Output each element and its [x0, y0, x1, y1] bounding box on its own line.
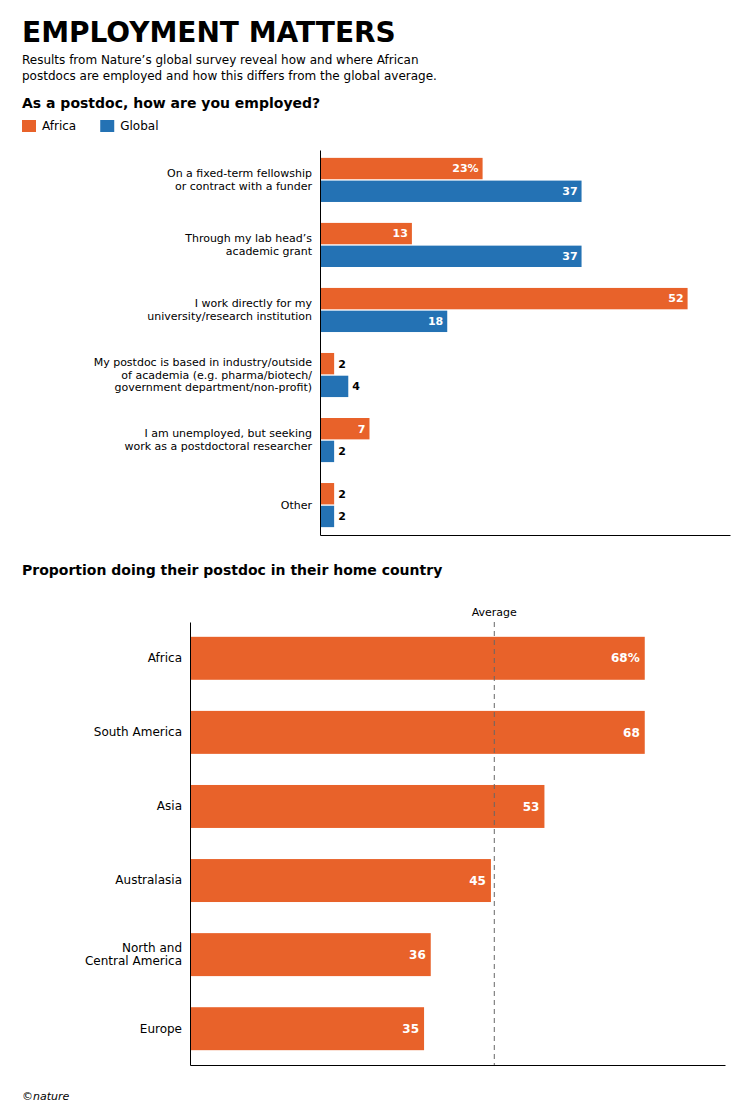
- tick: I am unemployed, but seekingwork as a po…: [124, 427, 312, 453]
- bars: [320, 158, 688, 527]
- bar: [190, 711, 645, 754]
- data-label: 2: [338, 358, 346, 371]
- chart-title: Proportion doing their postdoc in their …: [22, 562, 442, 578]
- tick: Africa: [148, 651, 182, 665]
- chart-title: As a postdoc, how are you employed?: [22, 95, 320, 111]
- tick: North andCentral America: [85, 941, 182, 969]
- data-label: 68: [623, 726, 640, 740]
- tick-label: I work directly for myuniversity/researc…: [147, 297, 312, 323]
- bar: [320, 353, 334, 374]
- data-label: 4: [352, 380, 360, 393]
- annotation: Average: [472, 606, 517, 619]
- bar: [320, 376, 348, 397]
- title: EMPLOYMENT MATTERS: [22, 16, 396, 49]
- footer: ©nature: [22, 1090, 70, 1103]
- chart-page: EMPLOYMENT MATTERS Results from Nature’s …: [0, 0, 751, 1117]
- tick-label: Through my lab head’sacademic grant: [184, 232, 312, 258]
- data-label: 36: [409, 948, 426, 962]
- tick-label: Africa: [148, 651, 182, 665]
- bar: [320, 506, 334, 527]
- bar: [190, 637, 645, 680]
- bar: [320, 311, 447, 332]
- axis-line: [190, 623, 191, 1066]
- tick: My postdoc is based in industry/outsideo…: [94, 356, 313, 394]
- legend-item: Global: [100, 119, 158, 133]
- data-labels: 23%1352272373718422: [338, 162, 683, 523]
- tick-label: I am unemployed, but seekingwork as a po…: [124, 427, 312, 453]
- legend-swatch: [100, 120, 114, 132]
- y-axis: Africa South America Asia Australasia North …: [85, 623, 191, 1066]
- tick-label: South America: [94, 725, 182, 739]
- data-label: 37: [562, 250, 577, 263]
- tick-label: North andCentral America: [85, 941, 182, 969]
- bar: [320, 288, 688, 309]
- tick: South America: [94, 725, 182, 739]
- subtitle: Results from Nature’s global survey reve…: [22, 53, 437, 83]
- tick: Asia: [157, 799, 182, 813]
- x-axis: [321, 535, 731, 536]
- data-labels: 68% 68 53 45 36 35 Average: [402, 606, 639, 1036]
- tick: I work directly for myuniversity/researc…: [147, 297, 312, 323]
- bar: [320, 441, 334, 462]
- bar: [320, 246, 582, 267]
- axis-line: [321, 535, 731, 536]
- data-label: 7: [358, 423, 366, 436]
- legend: Africa Global: [22, 119, 159, 133]
- bar: [190, 785, 544, 828]
- tick-label: Europe: [140, 1022, 182, 1036]
- y-axis: On a fixed-term fellowshipor contract wi…: [94, 151, 321, 536]
- tick: Through my lab head’sacademic grant: [184, 232, 312, 258]
- tick: Australasia: [115, 873, 182, 887]
- bar: [190, 933, 431, 976]
- bar: [190, 1007, 424, 1050]
- data-label: 45: [469, 874, 486, 888]
- data-label: 37: [562, 185, 577, 198]
- data-label: 2: [338, 445, 346, 458]
- legend-label: Africa: [42, 119, 76, 133]
- tick: Europe: [140, 1022, 182, 1036]
- axis-line: [320, 151, 321, 536]
- data-label: 35: [402, 1022, 419, 1036]
- tick-label: Australasia: [115, 873, 182, 887]
- data-label: 2: [338, 488, 346, 501]
- x-axis: [191, 1065, 726, 1066]
- tick-label: On a fixed-term fellowshipor contract wi…: [167, 167, 313, 193]
- bar: [320, 158, 483, 179]
- bar: [190, 859, 491, 902]
- data-label: 2: [338, 510, 346, 523]
- bar: [320, 181, 582, 202]
- bar: [320, 223, 412, 244]
- tick-label: Other: [281, 499, 313, 512]
- bars: [190, 622, 645, 1065]
- data-label: 18: [428, 315, 443, 328]
- axis-line: [191, 1065, 726, 1066]
- data-label: 13: [393, 227, 408, 240]
- data-label: 53: [523, 800, 540, 814]
- data-label: 68%: [611, 651, 640, 665]
- average-line: [494, 622, 495, 1065]
- tick-label: My postdoc is based in industry/outsideo…: [94, 356, 313, 394]
- tick: Other: [281, 499, 313, 512]
- bar: [320, 418, 369, 439]
- legend-label: Global: [120, 119, 158, 133]
- tick-label: Asia: [157, 799, 182, 813]
- legend-swatch: [22, 120, 36, 132]
- data-label: 23%: [452, 162, 478, 175]
- legend-item: Africa: [22, 119, 76, 133]
- tick: On a fixed-term fellowshipor contract wi…: [167, 167, 313, 193]
- bar: [320, 483, 334, 504]
- data-label: 52: [668, 292, 683, 305]
